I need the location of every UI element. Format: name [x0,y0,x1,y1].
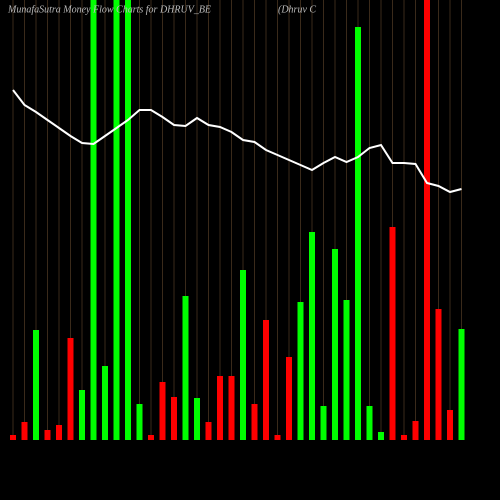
bar [424,0,430,440]
bar [33,330,39,440]
bar [297,302,304,440]
bar [366,406,373,440]
bar [378,432,384,440]
bar [56,425,62,440]
bar [136,404,143,440]
bar [79,390,85,440]
bar [159,382,166,440]
bar [171,397,177,440]
bar [286,357,292,440]
bars [10,0,465,440]
money-flow-line [12,89,462,194]
bar [21,422,28,440]
chart-subtitle: (Dhruv C [278,4,316,15]
bar [90,0,97,440]
bar [102,366,108,440]
bar [194,398,200,440]
bar [332,249,338,440]
bar [148,435,154,440]
bar [458,329,465,440]
bar [447,410,453,440]
bar [113,0,120,440]
chart-title: MunafaSutra Money Flow Charts for DHRUV_… [7,4,211,15]
bar [435,309,442,440]
bar [205,422,212,440]
bar [251,404,258,440]
bar [10,435,16,440]
bar [412,421,419,440]
bar [217,376,223,440]
bar [309,232,315,440]
bar [240,270,246,440]
bar [228,376,235,440]
bar [274,435,281,440]
bar [44,430,51,440]
bar [320,406,327,440]
bar [263,320,269,440]
bar [343,300,350,440]
bar [182,296,189,440]
bar [355,27,361,440]
bar [401,435,407,440]
bar [125,0,131,440]
bar [389,227,396,440]
bar [67,338,74,440]
